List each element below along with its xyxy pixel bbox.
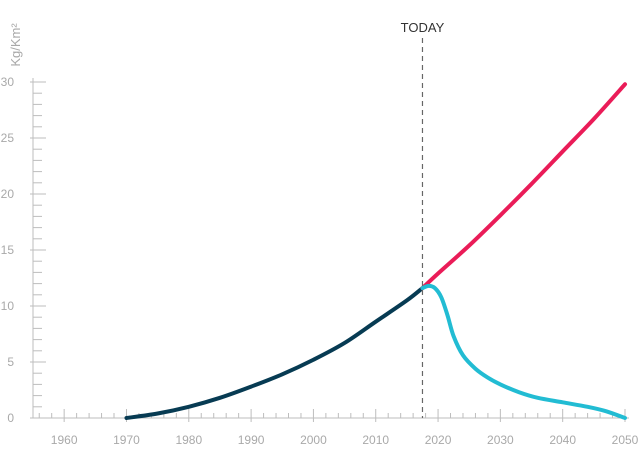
y-tick-label: 15 bbox=[1, 243, 15, 257]
y-axis-title: Kg/Km² bbox=[8, 23, 23, 67]
axes bbox=[32, 78, 629, 419]
x-tick-label: 2000 bbox=[300, 433, 327, 447]
y-tick-label: 5 bbox=[7, 355, 14, 369]
y-tick-label: 30 bbox=[1, 75, 15, 89]
x-tick-label: 2020 bbox=[425, 433, 452, 447]
x-tick-label: 1970 bbox=[113, 433, 140, 447]
x-tick-label: 2030 bbox=[487, 433, 514, 447]
y-tick-label: 10 bbox=[1, 299, 15, 313]
x-ticks: 1960 1970 1980 1990 2000 2010 2020 2030 2040 2050 bbox=[51, 409, 639, 447]
today-label: TODAY bbox=[401, 20, 445, 35]
x-tick-label: 2050 bbox=[612, 433, 639, 447]
series-line-declining bbox=[420, 283, 627, 420]
x-tick-label: 2040 bbox=[549, 433, 576, 447]
minor-ticks bbox=[33, 92, 614, 418]
y-tick-label: 20 bbox=[1, 187, 15, 201]
y-ticks: 0 5 10 15 20 25 30 bbox=[1, 75, 46, 425]
x-tick-label: 1990 bbox=[238, 433, 265, 447]
y-tick-label: 25 bbox=[1, 131, 15, 145]
series-line-rising bbox=[420, 82, 627, 291]
x-tick-label: 2010 bbox=[362, 433, 389, 447]
x-tick-label: 1960 bbox=[51, 433, 78, 447]
series-layer bbox=[124, 82, 627, 420]
y-tick-label: 0 bbox=[7, 411, 14, 425]
series-line-historical bbox=[124, 286, 425, 420]
x-tick-label: 1980 bbox=[175, 433, 202, 447]
